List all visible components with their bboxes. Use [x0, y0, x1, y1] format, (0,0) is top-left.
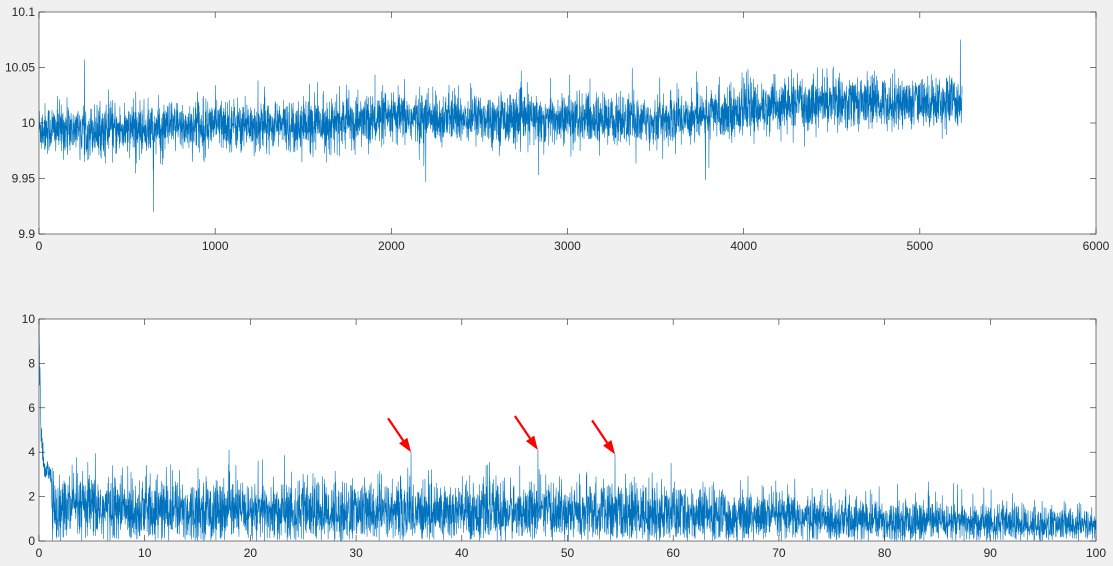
bottom-axes: 0 10 20 30 40 50 60 70 80 90 100 0 2 4 6 8 10: [22, 312, 1107, 560]
data-series-line: [38, 318, 1097, 542]
y-tick-label: 0: [28, 534, 35, 548]
x-tick-label: 80: [878, 546, 892, 560]
x-tick-label: 5000: [906, 239, 933, 253]
x-tick-label: 3000: [554, 239, 581, 253]
x-tick-label: 2000: [378, 239, 405, 253]
y-tick-label: 10: [22, 116, 36, 130]
x-tick-label: 0: [36, 546, 43, 560]
annotation-arrow: [387, 417, 405, 442]
y-tick-label: 9.95: [12, 172, 36, 186]
y-tick-label: 10.05: [5, 61, 35, 75]
annotation-arrowhead: [525, 435, 538, 450]
y-tick-label: 9.9: [18, 227, 35, 241]
x-tick-label: 1000: [202, 239, 229, 253]
annotation-arrowhead: [399, 437, 412, 453]
x-tick-label: 6000: [1083, 239, 1110, 253]
annotation-arrowhead: [603, 440, 616, 455]
x-tick-label: 60: [667, 546, 681, 560]
x-tick-label: 0: [36, 239, 43, 253]
x-tick-label: 90: [984, 546, 998, 560]
x-tick-label: 4000: [730, 239, 757, 253]
top-axes: 0 1000 2000 3000 4000 5000 6000 9.9 9.95 10 10.05 1…: [5, 5, 1110, 253]
x-tick-label: 70: [772, 546, 786, 560]
y-tick-label: 2: [28, 490, 35, 504]
y-tick-label: 8: [28, 356, 35, 370]
y-tick-label: 4: [28, 445, 35, 459]
x-tick-label: 10: [138, 546, 152, 560]
x-tick-label: 20: [244, 546, 258, 560]
y-tick-label: 6: [28, 401, 35, 415]
annotation-arrow: [591, 419, 609, 444]
y-tick-label: 10.1: [12, 5, 36, 19]
x-tick-label: 50: [561, 546, 575, 560]
y-tick-label: 10: [22, 312, 36, 326]
x-tick-label: 40: [455, 546, 469, 560]
annotation-arrow: [513, 415, 531, 440]
data-series-line: [38, 39, 963, 213]
x-tick-label: 30: [349, 546, 363, 560]
x-tick-label: 100: [1086, 546, 1106, 560]
